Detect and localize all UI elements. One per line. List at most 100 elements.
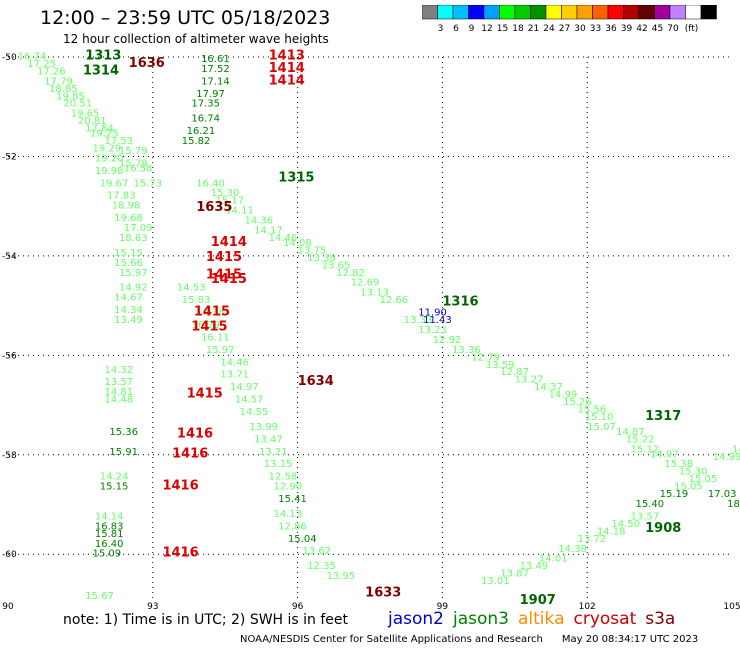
wave-height-reading: 15.22: [626, 434, 655, 445]
wave-height-reading: 12.66: [380, 295, 409, 306]
wave-height-reading: 14.92: [119, 283, 148, 294]
wave-height-reading: 16.11: [201, 332, 230, 343]
wave-height-reading: 15.40: [635, 499, 664, 510]
wave-height-reading: 15.97: [206, 345, 235, 356]
pass-time-label: 1415: [206, 250, 242, 265]
wave-height-reading: 13.57: [105, 377, 134, 388]
wave-height-reading: 13.39: [307, 253, 336, 264]
wave-height-reading: 13.23: [418, 325, 447, 336]
wave-height-reading: 19.67: [100, 178, 129, 189]
wave-height-reading: 16.38: [196, 308, 225, 319]
wave-height-reading: 14.53: [177, 283, 206, 294]
legend-s3a: s3a: [645, 609, 676, 629]
wave-height-reading: 15.41: [278, 494, 307, 505]
wave-height-reading: 17.14: [201, 76, 230, 87]
wave-height-reading: 14.99: [732, 444, 740, 455]
wave-height-reading: 15.19: [660, 489, 689, 500]
wave-height-reading: 20.51: [64, 99, 93, 110]
pass-time-label: 1634: [298, 374, 334, 389]
wave-height-reading: 13.15: [264, 459, 293, 470]
wave-height-reading: 14.18: [597, 526, 626, 537]
wave-height-reading: 15.36: [109, 427, 138, 438]
x-tick-label: 102: [579, 602, 596, 610]
pass-time-label: 1317: [645, 409, 681, 424]
map-subtitle: 12 hour collection of altimeter wave hei…: [63, 32, 329, 46]
pass-time-label: 1636: [129, 56, 165, 71]
wave-height-reading: 12.92: [433, 335, 462, 346]
wave-height-reading: 13.75: [298, 245, 327, 256]
wave-height-reading: 12.90: [273, 482, 302, 493]
wave-height-reading: 12.58: [269, 472, 298, 483]
wave-height-reading: 16.40: [95, 539, 124, 550]
wave-height-reading: 19.29: [92, 143, 121, 154]
wave-height-reading: 14.55: [240, 407, 269, 418]
y-tick-label: -56: [2, 351, 17, 361]
pass-time-label: 1416: [162, 546, 198, 561]
wave-height-reading: 16.74: [18, 51, 47, 62]
wave-height-reading: 15.30: [679, 467, 708, 478]
colorbar-label: 70: [667, 24, 679, 34]
wave-height-reading: 17.03: [708, 489, 737, 500]
footer-credit: NOAA/NESDIS Center for Satellite Applica…: [240, 634, 699, 645]
wave-height-reading: 15.56: [578, 405, 607, 416]
pass-time-label: 1908: [645, 521, 681, 536]
wave-height-reading: 14.08: [283, 238, 312, 249]
wave-height-reading: 13.65: [322, 260, 351, 271]
colorbar-label: 18: [512, 24, 524, 34]
wave-height-reading: 16.40: [196, 178, 225, 189]
wave-height-reading: 13.87: [500, 569, 529, 580]
wave-height-reading: 12.35: [307, 561, 336, 572]
wave-height-reading: 11.43: [423, 315, 452, 326]
wave-height-reading: 19.25: [90, 129, 119, 140]
wave-height-reading: 14.24: [100, 472, 129, 483]
pass-time-label: 1415: [206, 267, 242, 282]
x-tick-label: 96: [292, 602, 304, 610]
wave-height-reading: 12.87: [500, 367, 529, 378]
pass-time-label: 1414: [269, 73, 305, 88]
wave-height-reading: 13.27: [515, 375, 544, 386]
pass-time-label: 1416: [172, 446, 208, 461]
wave-height-reading: 15.26: [563, 397, 592, 408]
legend-altika: altika: [518, 609, 565, 629]
wave-height-reading: 12.69: [351, 278, 380, 289]
wave-height-reading: 17.79: [44, 76, 73, 87]
wave-height-reading: 17.26: [37, 66, 66, 77]
wave-height-reading: 14.36: [245, 216, 274, 227]
wave-height-reading: 16.58: [124, 163, 153, 174]
wave-height-reading: 14.11: [225, 206, 254, 217]
colorbar-label: 9: [469, 24, 475, 34]
pass-time-label: 1414: [211, 235, 247, 250]
wave-height-reading: 13.49: [520, 561, 549, 572]
wave-height-reading: 12.86: [278, 521, 307, 532]
wave-height-reading: 14.48: [105, 395, 134, 406]
wave-height-reading: 15.12: [631, 444, 660, 455]
colorbar-label: 21: [528, 24, 539, 34]
wave-height-reading: 20.81: [78, 116, 107, 127]
wave-height-reading: 14.46: [269, 233, 298, 244]
pass-time-label: 1416: [162, 479, 198, 494]
wave-height-reading: 14.97: [230, 382, 259, 393]
wave-height-reading: 15.81: [95, 529, 124, 540]
colorbar-label: 36: [605, 24, 617, 34]
wave-height-reading: 13.36: [452, 345, 481, 356]
pass-time-label: 1415: [194, 305, 230, 320]
wave-height-reading: 14.87: [616, 427, 645, 438]
wave-height-reading: 14.99: [713, 452, 740, 463]
colorbar-label: 12: [481, 24, 492, 34]
colorbar-label: 6: [453, 24, 459, 34]
wave-height-reading: 15.15: [114, 248, 143, 259]
pass-time-label: 1315: [278, 170, 314, 185]
pass-time-label: 1316: [442, 295, 478, 310]
colorbar-label: 39: [621, 24, 633, 34]
pass-time-label: 1414: [269, 61, 305, 76]
wave-height-reading: 17.97: [196, 89, 225, 100]
wave-height-reading: 15.07: [587, 422, 616, 433]
wave-height-reading: 14.81: [105, 387, 134, 398]
pass-time-label: 1313: [85, 48, 121, 63]
wave-height-reading: 14.34: [114, 305, 143, 316]
wave-height-map: 90 93 96 99 102 105-50-52-54-56-58-6016.7417.…: [2, 48, 740, 610]
wave-height-reading: 15.09: [92, 549, 121, 560]
wave-height-reading: 17.84: [85, 124, 114, 135]
y-tick-label: -52: [2, 152, 17, 162]
wave-height-reading: 17.83: [107, 191, 136, 202]
